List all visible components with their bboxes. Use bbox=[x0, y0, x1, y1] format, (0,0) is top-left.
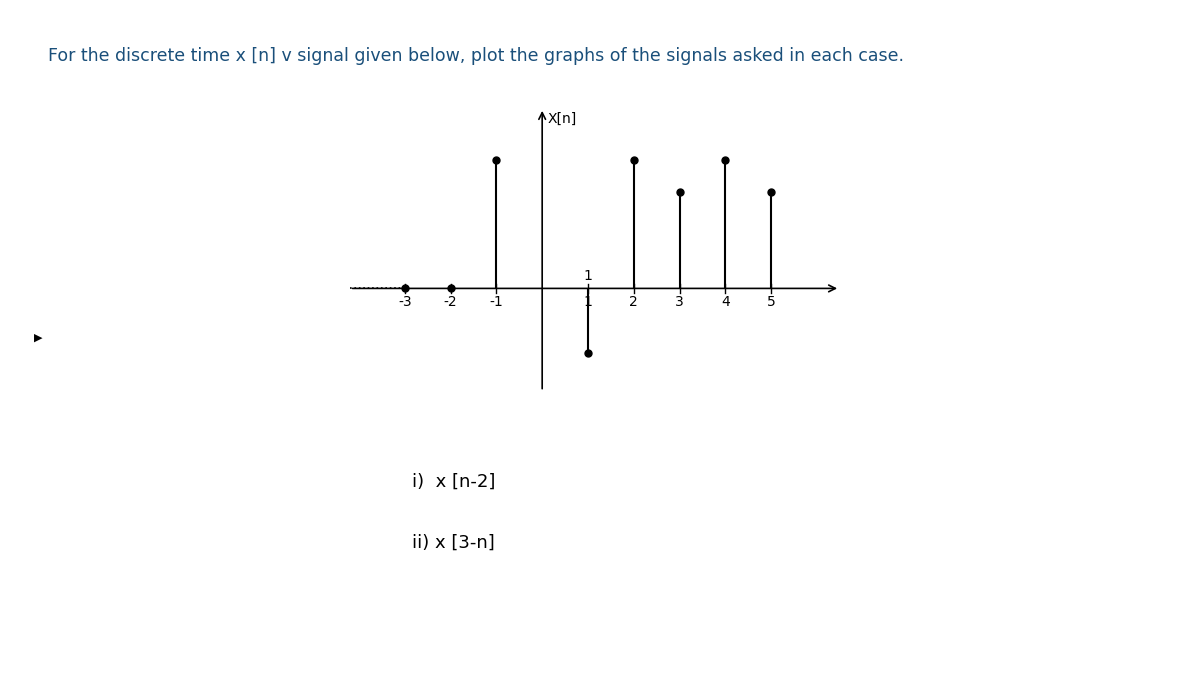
Text: -3: -3 bbox=[398, 295, 412, 309]
Text: 1: 1 bbox=[583, 295, 593, 309]
Text: ii) x [3-n]: ii) x [3-n] bbox=[412, 533, 494, 551]
Text: 3: 3 bbox=[676, 295, 684, 309]
Text: i)  x [n-2]: i) x [n-2] bbox=[412, 472, 494, 491]
Text: -1: -1 bbox=[490, 295, 503, 309]
Text: For the discrete time x [n] v signal given below, plot the graphs of the signals: For the discrete time x [n] v signal giv… bbox=[48, 47, 904, 65]
Text: 1: 1 bbox=[583, 269, 593, 283]
Text: 4: 4 bbox=[721, 295, 730, 309]
Text: X[n]: X[n] bbox=[547, 111, 577, 126]
Text: -2: -2 bbox=[444, 295, 457, 309]
Text: ▶: ▶ bbox=[34, 333, 42, 342]
Text: 5: 5 bbox=[767, 295, 775, 309]
Text: 2: 2 bbox=[630, 295, 638, 309]
